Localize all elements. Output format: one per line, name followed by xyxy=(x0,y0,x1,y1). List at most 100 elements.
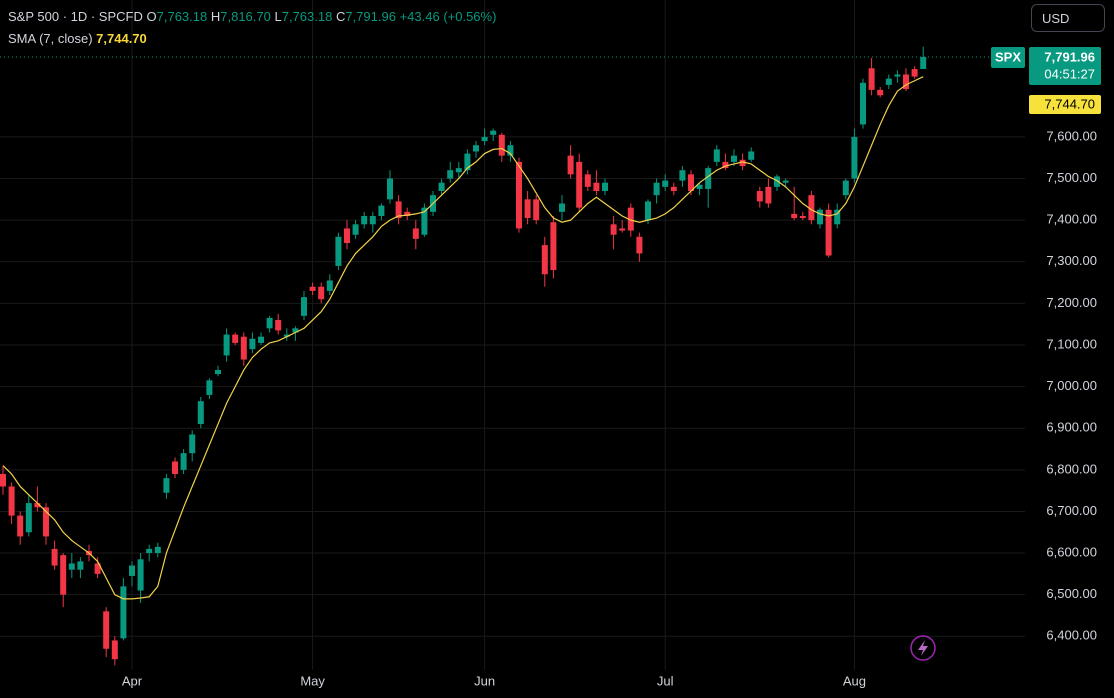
y-tick-label: 6,400.00 xyxy=(1046,628,1097,643)
alert-icon[interactable] xyxy=(910,635,936,661)
candle-body xyxy=(412,228,419,239)
candle-body xyxy=(567,155,574,175)
candle-body xyxy=(421,207,428,235)
candle-body xyxy=(8,486,15,516)
open-value: 7,763.18 xyxy=(156,9,208,24)
candle-body xyxy=(335,236,342,266)
candle-body xyxy=(662,180,669,187)
candle-body xyxy=(68,563,75,570)
candle-body xyxy=(352,224,359,235)
candle-body xyxy=(868,68,875,90)
candle-body xyxy=(541,245,548,275)
low-value: 7,763.18 xyxy=(281,9,333,24)
high-value: 7,816.70 xyxy=(220,9,271,24)
candle-body xyxy=(163,478,170,493)
candle-body xyxy=(705,168,712,189)
y-tick-label: 7,400.00 xyxy=(1046,212,1097,227)
candle-body xyxy=(103,611,110,649)
candle-body xyxy=(524,199,531,219)
candle-body xyxy=(782,180,789,183)
candle-body xyxy=(447,170,454,179)
candle-body xyxy=(576,161,583,208)
candle-body xyxy=(129,565,135,576)
candle-body xyxy=(765,186,772,204)
candle-body xyxy=(180,453,187,470)
candle-body xyxy=(653,182,660,196)
y-tick-label: 7,000.00 xyxy=(1046,378,1097,393)
close-value: 7,791.96 xyxy=(345,9,396,24)
candle-body xyxy=(51,548,58,566)
candle-body xyxy=(146,548,153,554)
candle-body xyxy=(885,78,892,85)
candle-body xyxy=(894,74,901,77)
candle-body xyxy=(903,74,909,90)
candle-body xyxy=(17,515,24,537)
sma-value: 7,744.70 xyxy=(96,31,147,46)
candle-body xyxy=(361,215,368,225)
candle-body xyxy=(275,320,282,331)
candle-body xyxy=(137,559,144,591)
candle-body xyxy=(215,369,221,375)
x-tick-label: Aug xyxy=(843,673,866,688)
candle-body xyxy=(43,507,49,537)
x-tick-label: May xyxy=(300,673,325,688)
candle-body xyxy=(34,503,41,508)
candle-body xyxy=(636,236,643,254)
sma-line xyxy=(2,76,924,600)
currency-button[interactable]: USD xyxy=(1031,4,1105,32)
candle-body xyxy=(799,215,806,219)
y-tick-label: 6,800.00 xyxy=(1046,461,1097,476)
candle-body xyxy=(550,222,557,271)
candle-body xyxy=(739,159,746,167)
candle-body xyxy=(301,297,307,316)
candle-body xyxy=(610,224,617,235)
symbol-badge xyxy=(991,47,1025,69)
candle-body xyxy=(774,176,780,187)
low-label: L xyxy=(274,9,282,24)
candle-body xyxy=(60,555,67,595)
alert-icon-bolt xyxy=(918,640,928,656)
candle-body xyxy=(713,149,720,162)
open-label: O xyxy=(146,9,157,24)
candle-body xyxy=(584,174,591,187)
candle-body xyxy=(645,201,651,221)
candle-body xyxy=(404,211,411,216)
candle-body xyxy=(387,178,393,200)
candle-body xyxy=(249,338,256,350)
candle-body xyxy=(670,186,677,192)
candle-body xyxy=(911,69,918,77)
x-tick-label: Apr xyxy=(122,673,143,688)
y-tick-label: 6,600.00 xyxy=(1046,544,1097,559)
candle-body xyxy=(756,191,763,202)
candle-body xyxy=(490,130,497,135)
candle-body xyxy=(395,201,402,219)
y-tick-label: 7,300.00 xyxy=(1046,253,1097,268)
y-tick-label: 7,200.00 xyxy=(1046,295,1097,310)
change: +43.46 (+0.56%) xyxy=(399,9,497,24)
candle-body xyxy=(481,136,488,142)
candle-body xyxy=(344,228,350,244)
candle-body xyxy=(688,174,694,192)
candle-body xyxy=(438,182,445,192)
candle-body xyxy=(455,168,462,173)
symbol: S&P 500 · 1D · SPCFD xyxy=(8,9,143,24)
candle-body xyxy=(258,336,264,343)
candle-body xyxy=(473,145,479,152)
sma-badge-text: 7,744.70 xyxy=(1044,96,1095,111)
candle-body xyxy=(627,207,634,231)
candle-body xyxy=(696,184,703,189)
candle-body xyxy=(25,503,32,533)
candle-body xyxy=(189,434,196,454)
candle-body xyxy=(197,401,204,425)
candle-body xyxy=(120,586,127,639)
y-tick-label: 7,600.00 xyxy=(1046,128,1097,143)
candle-body xyxy=(507,145,514,156)
candle-body xyxy=(326,280,333,291)
x-tick-label: Jul xyxy=(657,673,674,688)
sma-name[interactable]: SMA (7, close) xyxy=(8,31,93,46)
plot: 6,400.00 6,500.00 6,600.00 6,700.00 6,800.00… xyxy=(0,0,1101,688)
countdown: 04:51:27 xyxy=(1044,66,1095,81)
candle-body xyxy=(0,473,6,487)
candle-body xyxy=(860,82,866,125)
